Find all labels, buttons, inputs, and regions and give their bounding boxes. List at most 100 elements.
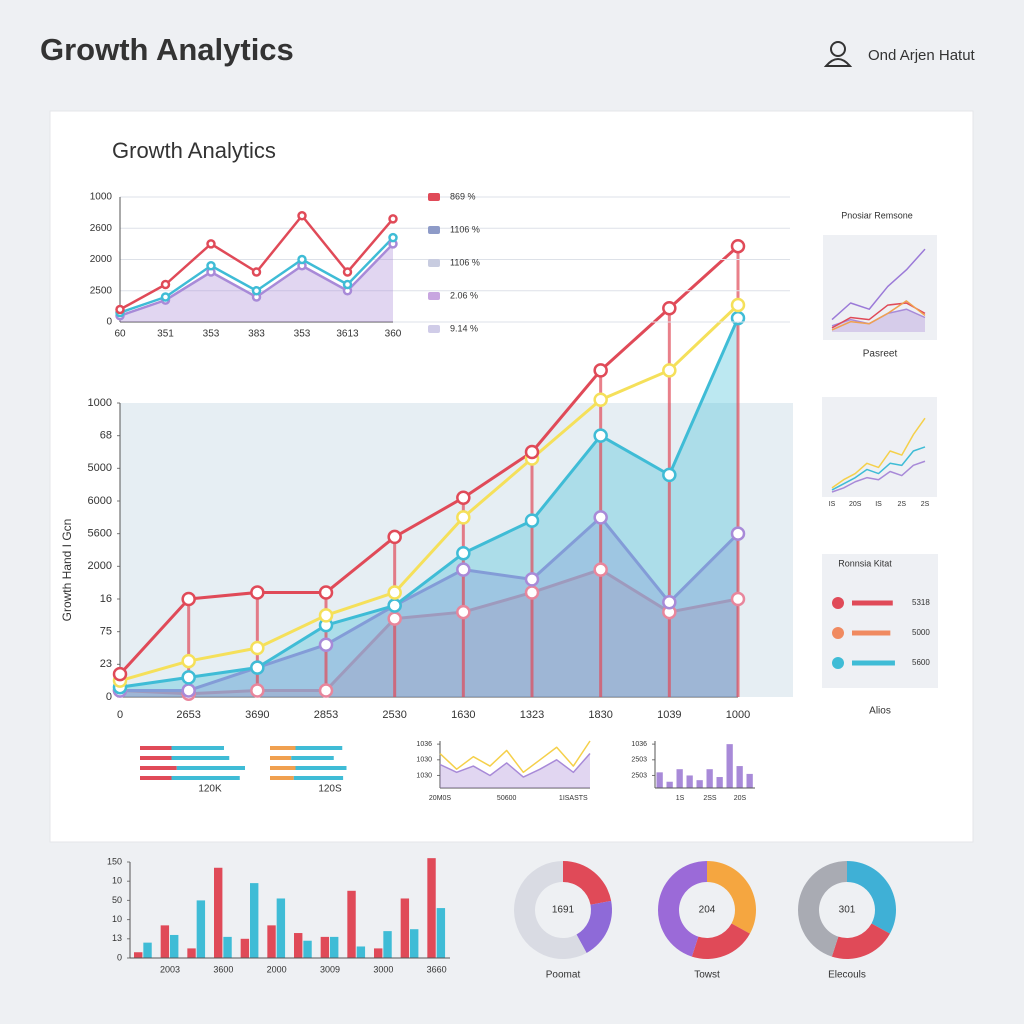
y-tick-label: 150	[107, 856, 122, 866]
marker	[456, 604, 471, 620]
x-tick-label: 50600	[497, 795, 517, 802]
x-tick-label: IS	[875, 501, 882, 508]
line	[119, 568, 739, 696]
marker	[388, 214, 398, 224]
y-tick-label: 75	[100, 626, 112, 638]
marker	[181, 683, 196, 698]
marker	[388, 232, 398, 243]
marker	[662, 467, 677, 483]
y-tick-label: 50	[112, 895, 122, 905]
y-tick-label: 1030	[416, 757, 432, 764]
marker	[206, 261, 216, 271]
marker	[251, 286, 262, 296]
x-tick-label: 3613	[336, 329, 359, 340]
bar	[295, 746, 343, 750]
bar	[223, 936, 232, 958]
annotation-swatch	[428, 193, 440, 201]
legend-dot	[832, 657, 844, 669]
x-tick-label: 3660	[427, 964, 447, 974]
line	[831, 460, 926, 493]
donut-center-label: 301	[839, 905, 856, 916]
x-tick-label: 1ISASTS	[559, 795, 588, 802]
y-tick-label: 1036	[631, 741, 647, 748]
marker	[524, 585, 540, 600]
donut-center-label: 1691	[552, 905, 575, 916]
line	[119, 317, 740, 689]
marker	[387, 611, 402, 626]
x-tick-label: 2853	[314, 709, 338, 721]
bar	[293, 776, 344, 780]
line	[439, 753, 591, 778]
x-tick-label: 0	[117, 709, 123, 721]
marker	[160, 292, 171, 302]
chart-caption: Towst	[694, 970, 720, 981]
bar	[250, 883, 259, 958]
marker	[250, 660, 265, 675]
x-tick-label: 353	[294, 329, 311, 340]
x-tick-label: 60	[114, 329, 126, 340]
marker	[181, 591, 196, 607]
bar	[214, 867, 223, 958]
x-tick-label: 2SS	[703, 795, 717, 802]
bar	[270, 766, 296, 770]
bar	[666, 781, 673, 788]
marker	[730, 526, 746, 541]
y-tick-label: 2503	[631, 772, 647, 779]
bar	[320, 936, 330, 958]
y-tick-label: 2600	[90, 223, 113, 234]
chart-caption: Poomat	[546, 970, 581, 981]
bar	[291, 756, 334, 760]
marker	[662, 301, 677, 316]
marker	[593, 428, 608, 443]
marker	[456, 546, 471, 561]
y-axis-label: Growth Hand I Gcn	[60, 519, 74, 622]
x-tick-label: 3000	[373, 964, 393, 974]
bar	[171, 776, 240, 780]
legend-dot	[832, 597, 844, 609]
bar	[852, 630, 891, 636]
bar	[140, 756, 172, 760]
bar	[276, 898, 286, 958]
bar	[170, 934, 179, 958]
annotation-swatch	[428, 325, 440, 333]
marker	[181, 670, 196, 685]
marker	[456, 490, 471, 505]
y-tick-label: 10	[112, 876, 122, 886]
x-tick-label: 20S	[849, 501, 862, 508]
donut-segment	[514, 861, 587, 960]
annotation: 2.06 %	[450, 290, 478, 300]
chart-caption: Pasreet	[863, 349, 898, 360]
card-title: Growth Analytics	[112, 138, 276, 163]
line	[118, 245, 740, 676]
value-label: 5000	[912, 628, 930, 637]
chart-caption: Alios	[869, 706, 891, 717]
page-title: Growth Analytics	[40, 32, 294, 67]
y-tick-label: 2503	[631, 757, 647, 764]
marker	[318, 585, 334, 600]
marker	[456, 510, 471, 525]
panel	[822, 397, 937, 497]
y-tick-label: 0	[106, 317, 112, 328]
line	[120, 515, 740, 692]
marker	[593, 562, 608, 577]
x-tick-label: IS	[829, 501, 836, 508]
marker	[524, 572, 540, 587]
y-tick-label: 1036	[416, 741, 432, 748]
marker	[251, 267, 262, 277]
user-icon[interactable]	[823, 41, 853, 67]
bar	[686, 775, 693, 788]
marker	[181, 653, 196, 669]
annotation: 869 %	[450, 191, 476, 201]
annotation-swatch	[428, 226, 440, 234]
line	[439, 740, 591, 774]
y-tick-label: 1000	[90, 192, 113, 203]
y-tick-label: 2000	[90, 254, 113, 265]
marker	[318, 683, 334, 698]
marker	[297, 254, 307, 265]
y-tick-label: 16	[100, 593, 112, 605]
user-name[interactable]: Ond Arjen Hatut	[868, 47, 976, 64]
bar	[400, 898, 410, 958]
marker	[730, 591, 746, 607]
y-tick-label: 5600	[88, 528, 112, 540]
